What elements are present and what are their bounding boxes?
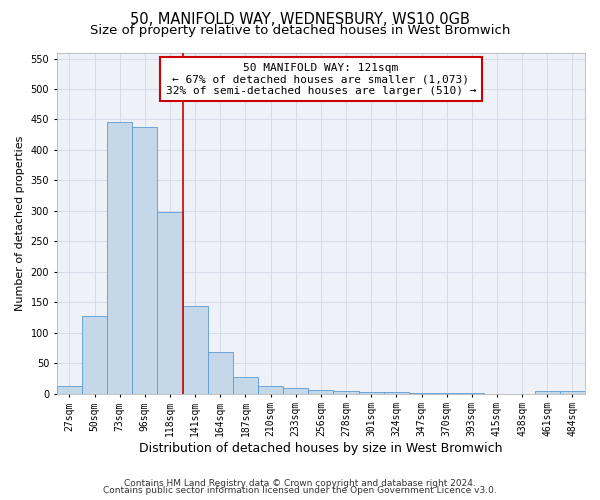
Text: 50 MANIFOLD WAY: 121sqm
← 67% of detached houses are smaller (1,073)
32% of semi: 50 MANIFOLD WAY: 121sqm ← 67% of detache… — [166, 62, 476, 96]
Bar — [208, 352, 233, 394]
Text: Size of property relative to detached houses in West Bromwich: Size of property relative to detached ho… — [90, 24, 510, 37]
Y-axis label: Number of detached properties: Number of detached properties — [15, 136, 25, 310]
Bar — [359, 392, 384, 394]
Text: Contains HM Land Registry data © Crown copyright and database right 2024.: Contains HM Land Registry data © Crown c… — [124, 478, 476, 488]
Bar — [308, 390, 334, 394]
Bar — [535, 391, 560, 394]
Bar — [409, 393, 434, 394]
Bar — [107, 122, 132, 394]
Bar — [384, 392, 409, 394]
Bar — [560, 390, 585, 394]
X-axis label: Distribution of detached houses by size in West Bromwich: Distribution of detached houses by size … — [139, 442, 503, 455]
Bar — [132, 128, 157, 394]
Bar — [82, 316, 107, 394]
Bar — [334, 391, 359, 394]
Bar — [157, 212, 182, 394]
Text: 50, MANIFOLD WAY, WEDNESBURY, WS10 0GB: 50, MANIFOLD WAY, WEDNESBURY, WS10 0GB — [130, 12, 470, 28]
Bar — [57, 386, 82, 394]
Bar — [233, 377, 258, 394]
Text: Contains public sector information licensed under the Open Government Licence v3: Contains public sector information licen… — [103, 486, 497, 495]
Bar — [434, 393, 459, 394]
Bar — [283, 388, 308, 394]
Bar — [182, 306, 208, 394]
Bar — [459, 393, 484, 394]
Bar — [258, 386, 283, 394]
